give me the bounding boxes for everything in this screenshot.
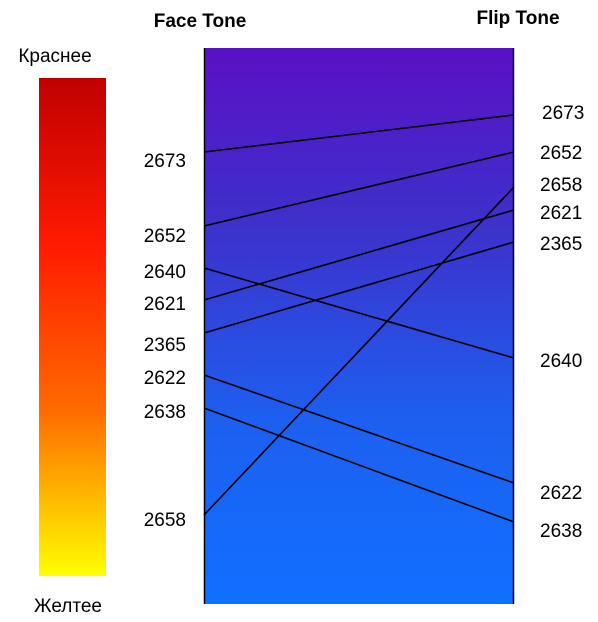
flip-code-label: 2640: [540, 351, 582, 372]
connection-line-2622: [203, 374, 515, 484]
connection-line-2658: [203, 186, 515, 516]
flip-code-label: 2673: [542, 103, 584, 124]
face-code-label: 2622: [144, 368, 186, 389]
flip-code-label: 2652: [540, 143, 582, 164]
connection-line-2640: [203, 267, 515, 359]
face-code-label: 2638: [144, 402, 186, 423]
face-code-label: 2652: [144, 226, 186, 247]
connection-line-2652: [203, 151, 515, 227]
connection-lines: [203, 114, 515, 523]
face-code-label: 2673: [144, 151, 186, 172]
face-code-label: 2365: [144, 335, 186, 356]
tone-panel: [204, 48, 514, 604]
flip-code-label: 2365: [540, 234, 582, 255]
face-code-label: 2621: [144, 294, 186, 315]
face-tone-header: Face Tone: [154, 11, 247, 32]
scale-top-label: Краснее: [18, 46, 91, 67]
flip-tone-header: Flip Tone: [476, 8, 559, 29]
face-code-label: 2640: [144, 262, 186, 283]
flip-code-label: 2658: [540, 175, 582, 196]
connection-line-2365: [203, 241, 515, 334]
flip-code-label: 2621: [540, 203, 582, 224]
face-code-label: 2658: [144, 510, 186, 531]
flip-code-label: 2622: [540, 483, 582, 504]
flip-code-label: 2638: [540, 521, 582, 542]
scale-bottom-label: Желтее: [34, 596, 102, 617]
connection-line-2673: [203, 114, 515, 153]
color-scale-bar: [39, 78, 106, 576]
connection-line-2638: [203, 407, 515, 523]
connection-line-2621: [203, 209, 515, 301]
